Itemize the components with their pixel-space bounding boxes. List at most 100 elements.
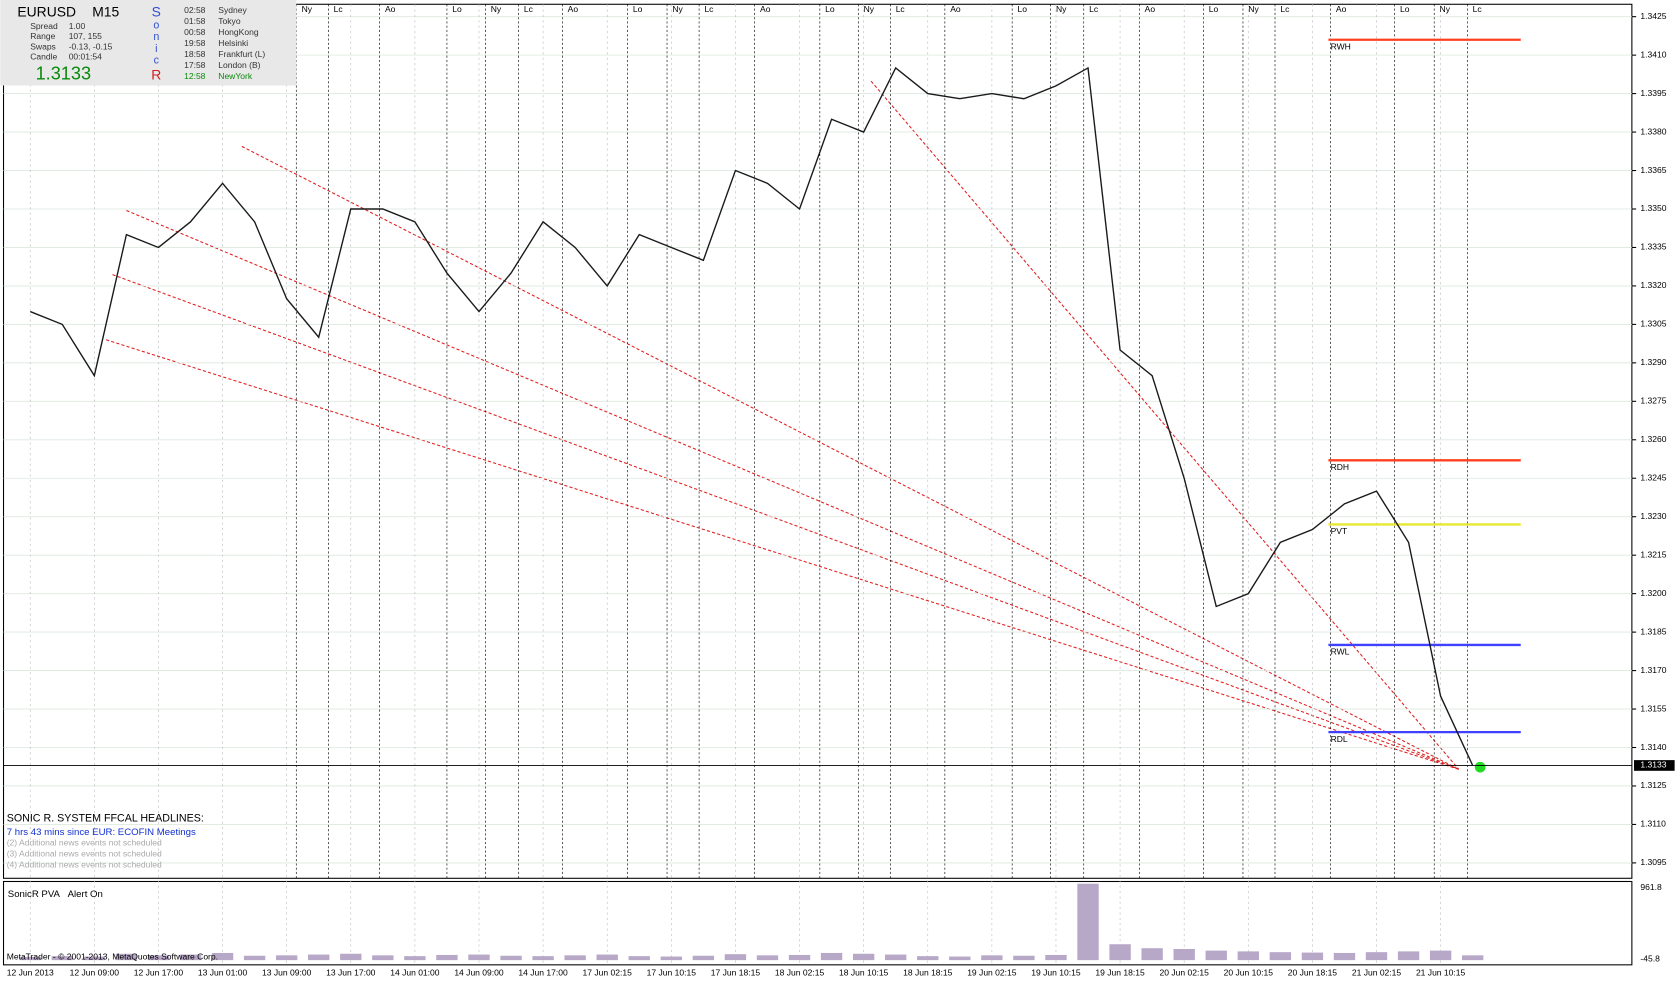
info-label: Candle [30,51,57,61]
indicator-name: SonicR PVA [8,889,61,900]
x-tick-label: 18 Jun 02:15 [775,968,825,978]
session-time: 12:58 [184,71,206,81]
session-time: 19:58 [184,38,206,48]
volume-bar [788,954,811,961]
volume-bar [532,956,554,961]
volume-bar [660,956,683,961]
y-tick-label: 1.3410 [1640,49,1666,59]
volume-bar [1013,955,1035,961]
trend-line [870,80,1460,770]
session-label: Lo [633,4,643,14]
trend-lines [105,80,1460,770]
plot [19,38,1521,961]
volume-bar [1301,952,1324,961]
y-tick-label: 1.3275 [1640,396,1666,406]
y-tick-label: 1.3320 [1640,280,1666,290]
indicator-status: Alert On [68,889,103,900]
session-label: Lc [896,4,906,14]
indicator-frame [2,880,1633,966]
volume-bar [1397,951,1420,961]
volume-bar [372,955,394,961]
session-label: Lc [1089,4,1099,14]
x-tick-label: 17 Jun 18:15 [711,968,761,978]
info-label: Range [30,31,55,41]
x-tick-label: 14 Jun 09:00 [454,968,504,978]
y-tick-label: 1.3245 [1640,473,1666,483]
volume-bar [1429,950,1452,961]
news-line: (3) Additional news events not scheduled [7,849,162,859]
volume-bar [1461,955,1484,961]
trend-line [241,145,1460,770]
y-tick-label: 1.3200 [1640,588,1666,598]
x-tick-label: 19 Jun 10:15 [1031,968,1081,978]
x-tick-label: 13 Jun 17:00 [326,968,376,978]
session-city: Frankfurt (L) [218,49,265,59]
news-line: 7 hrs 43 mins since EUR: ECOFIN Meetings [7,827,196,838]
price-line [29,66,1474,766]
volume-bar [1077,883,1099,961]
y-tick-label: 1.3380 [1640,126,1666,136]
news-title: SONIC R. SYSTEM FFCAL HEADLINES: [7,812,204,824]
session-label: Lo [1400,4,1410,14]
session-label: Lo [452,4,462,14]
sonic-letter: R [151,67,161,83]
x-tick-label: 17 Jun 10:15 [647,968,697,978]
x-tick-label: 12 Jun 09:00 [70,968,120,978]
y-tick-label: 1.3350 [1640,203,1666,213]
y-tick-label: 1.3290 [1640,357,1666,367]
volume-bar [1045,954,1067,961]
x-tick-label: 19 Jun 18:15 [1095,968,1145,978]
volume-bar [724,954,747,961]
level-label: RDL [1331,734,1348,744]
volume-bar [275,955,298,961]
session-label: Lo [1018,4,1028,14]
y-tick-label: 1.3215 [1640,549,1666,559]
volume-bar [308,954,330,961]
info-value: 107, 155 [69,31,102,41]
session-label: Ao [950,4,961,14]
info-panel [0,0,297,86]
session-time: 17:58 [184,60,206,70]
x-tick-label: 21 Jun 10:15 [1416,968,1466,978]
volume-bar [756,955,779,961]
session-label: Ao [1145,4,1156,14]
x-tick-label: 17 Jun 02:15 [583,968,633,978]
session-time: 02:58 [184,5,206,15]
session-label: Ao [1336,4,1347,14]
x-tick-label: 20 Jun 10:15 [1224,968,1274,978]
volume-bar [1205,950,1227,961]
y-tick-label: 1.3185 [1640,626,1666,636]
sonic-letter: i [155,43,157,55]
info-label: Swaps [30,41,56,51]
info-value: 1.00 [69,21,86,31]
x-tick-label: 12 Jun 2013 [7,968,54,978]
session-label: Ny [672,4,683,14]
volume-bar [468,954,490,961]
session-label: Lc [1473,4,1483,14]
volume-bar [340,953,362,961]
y-tick-label: 1.3110 [1640,819,1666,829]
volume-bar [500,955,522,961]
volume-bar [404,956,426,961]
volume-bar [115,953,138,961]
session-label: Ny [1440,4,1451,14]
volume-bar [147,955,170,961]
session-label: Ny [1248,4,1259,14]
x-tick-label: 20 Jun 18:15 [1288,968,1338,978]
session-label: Lc [334,4,344,14]
info-value: 00:01:54 [69,51,102,61]
session-time: 00:58 [184,27,206,37]
level-label: RDH [1331,462,1349,472]
sonic-letter: S [152,3,161,19]
y-tick-label: 1.3170 [1640,665,1666,675]
session-label: Ao [568,4,579,14]
y-tick-label: 1.3395 [1640,88,1666,98]
volume-bar [1141,948,1163,961]
footer: MetaTrader - © 2001-2013, MetaQuotes Sof… [7,952,218,962]
session-label: Lo [825,4,835,14]
volume-bar [1365,952,1388,961]
level-label: PVT [1331,526,1348,536]
y-tick-label: -45.8 [1640,954,1660,964]
